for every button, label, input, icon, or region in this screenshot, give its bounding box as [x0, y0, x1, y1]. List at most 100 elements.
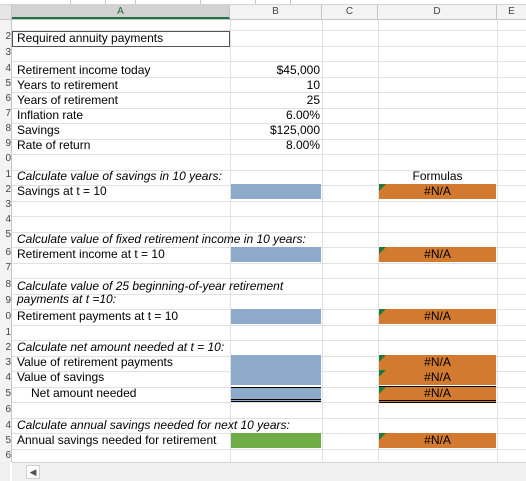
column-header-a[interactable]: A	[12, 5, 230, 19]
input-value[interactable]: 6.00%	[285, 108, 320, 122]
formula-cell[interactable]: #N/A	[379, 184, 496, 199]
sheet-nav-area	[0, 462, 10, 481]
section-heading[interactable]: Calculate value of savings in 10 years:	[17, 169, 222, 183]
input-value[interactable]: $125,000	[269, 123, 320, 137]
row-number[interactable]: 2	[5, 342, 11, 353]
section-heading-continued[interactable]: payments at t =10:	[17, 292, 117, 306]
formula-cell[interactable]: #N/A	[379, 370, 496, 385]
row-number[interactable]: 6	[5, 450, 11, 461]
input-value[interactable]: 8.00%	[285, 138, 320, 152]
row-number[interactable]: 9	[5, 295, 11, 306]
row-number[interactable]: 5	[5, 78, 11, 89]
net-amount-input-cell[interactable]	[231, 387, 321, 402]
row-number[interactable]: 4	[5, 63, 11, 74]
row-number[interactable]: 6	[5, 404, 11, 415]
row-number[interactable]: 5	[5, 229, 11, 240]
row-label[interactable]: Savings at t = 10	[17, 184, 107, 198]
section-heading[interactable]: Calculate net amount needed at t = 10:	[17, 340, 225, 354]
row-label[interactable]: Annual savings needed for retirement	[17, 433, 217, 447]
formula-cell[interactable]: #N/A	[379, 386, 496, 403]
column-header-c[interactable]: C	[322, 5, 378, 19]
formula-cell[interactable]: #N/A	[379, 355, 496, 370]
row-number[interactable]: 7	[5, 108, 11, 119]
row-number[interactable]: 1	[5, 169, 11, 180]
formula-value: #N/A	[424, 370, 451, 384]
sheet-title[interactable]: Required annuity payments	[17, 31, 164, 45]
gridline	[12, 325, 526, 326]
input-value[interactable]: 25	[306, 93, 320, 107]
gridline	[12, 402, 526, 403]
retirement-payments-input-cell[interactable]	[231, 309, 321, 324]
horizontal-scrollbar[interactable]: ◀	[12, 462, 526, 481]
gridline	[12, 232, 526, 233]
row-number[interactable]: 4	[5, 420, 11, 431]
row-number[interactable]: 3	[5, 357, 11, 368]
error-flag-icon	[379, 184, 386, 191]
gridline	[12, 61, 526, 62]
row-number[interactable]: 6	[5, 247, 11, 258]
row-number[interactable]: 8	[5, 279, 11, 290]
input-label[interactable]: Inflation rate	[17, 108, 84, 122]
gridline	[12, 418, 526, 419]
error-flag-icon	[379, 309, 386, 316]
column-header-e[interactable]: E	[508, 6, 515, 17]
row-label[interactable]: Retirement payments at t = 10	[17, 309, 179, 323]
row-number[interactable]: 1	[5, 327, 11, 338]
gridline	[12, 449, 526, 450]
retirement-income-input-cell[interactable]	[231, 247, 321, 262]
row-header-bar	[0, 20, 12, 462]
input-value[interactable]: $45,000	[276, 63, 320, 77]
row-number[interactable]: 4	[5, 372, 11, 383]
row-number[interactable]: 2	[5, 31, 11, 42]
input-label[interactable]: Rate of return	[17, 138, 91, 152]
row-number[interactable]: 4	[5, 214, 11, 225]
gridline	[497, 20, 498, 462]
net-amount-input-block[interactable]	[231, 355, 321, 385]
row-label[interactable]: Value of savings	[17, 370, 105, 384]
savings-input-cell[interactable]	[231, 184, 321, 199]
row-number[interactable]: 6	[5, 93, 11, 104]
column-header-d[interactable]: D	[378, 5, 497, 19]
annual-savings-input-cell[interactable]	[231, 433, 321, 448]
row-number[interactable]: 0	[5, 153, 11, 164]
row-number[interactable]: 3	[5, 199, 11, 210]
select-all-corner[interactable]	[0, 5, 12, 19]
column-header-b[interactable]: B	[230, 5, 322, 19]
formula-cell[interactable]: #N/A	[379, 247, 496, 262]
gridline	[378, 20, 379, 462]
row-number[interactable]: 9	[5, 138, 11, 149]
row-number[interactable]: 0	[5, 311, 11, 322]
section-heading[interactable]: Calculate value of 25 beginning-of-year …	[17, 279, 284, 293]
row-number[interactable]: 7	[5, 262, 11, 273]
column-header-bar: A B C D E	[0, 5, 526, 20]
input-label[interactable]: Years to retirement	[17, 78, 118, 92]
section-heading[interactable]: Calculate annual savings needed for next…	[17, 418, 290, 432]
row-label[interactable]: Value of retirement payments	[17, 355, 173, 369]
gridline	[12, 170, 526, 171]
gridline	[12, 201, 526, 202]
input-label[interactable]: Years of retirement	[17, 93, 118, 107]
formula-cell[interactable]: #N/A	[379, 309, 496, 324]
section-heading[interactable]: Calculate value of fixed retirement inco…	[17, 232, 306, 246]
row-number[interactable]: 2	[5, 184, 11, 195]
gridline	[12, 139, 526, 140]
row-label[interactable]: Retirement income at t = 10	[17, 247, 165, 261]
row-number[interactable]: 3	[5, 47, 11, 58]
row-label[interactable]: Net amount needed	[31, 386, 137, 400]
row-number[interactable]: 5	[5, 435, 11, 446]
input-label[interactable]: Savings	[17, 123, 60, 137]
input-value[interactable]: 10	[306, 78, 320, 92]
formula-value: #N/A	[424, 247, 451, 261]
ribbon-edge	[0, 0, 526, 5]
row-number[interactable]: 8	[5, 123, 11, 134]
scroll-left-icon[interactable]: ◀	[26, 465, 40, 479]
input-label[interactable]: Retirement income today	[17, 63, 151, 77]
error-flag-icon	[379, 355, 386, 362]
gridline	[12, 340, 526, 341]
gridline	[12, 278, 526, 279]
formula-cell[interactable]: #N/A	[379, 433, 496, 448]
row-number[interactable]: 5	[5, 388, 11, 399]
formula-value: #N/A	[424, 309, 451, 323]
formulas-header[interactable]: Formulas	[412, 169, 463, 183]
